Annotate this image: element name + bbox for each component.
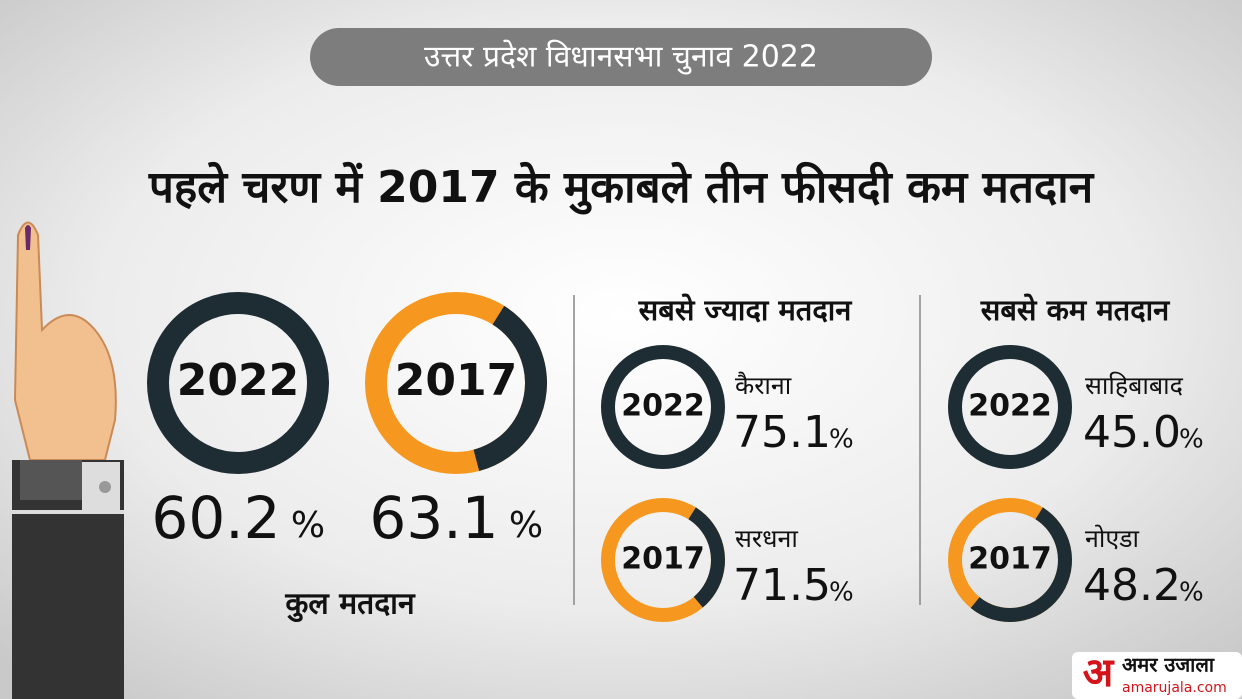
logo-mark: अ xyxy=(1083,650,1115,696)
section-title: सबसे कम मतदान xyxy=(980,293,1170,327)
badge-box xyxy=(310,28,932,86)
place: नोएडा xyxy=(1085,524,1140,553)
ring-arc xyxy=(601,498,725,622)
place: साहिबाबाद xyxy=(1085,371,1184,400)
value: 60.2 xyxy=(151,484,280,552)
unit: % xyxy=(829,425,854,455)
year: 2022 xyxy=(177,355,299,406)
unit: % xyxy=(1179,425,1204,455)
finger-illustration xyxy=(12,221,124,699)
total-label: कुल मतदान xyxy=(284,587,416,623)
title: पहले चरण में 2017 के मुकाबले तीन फीसदी क… xyxy=(148,161,1095,215)
ring xyxy=(601,345,725,469)
unit: % xyxy=(1179,578,1204,608)
ring xyxy=(948,345,1072,469)
unit: % xyxy=(291,505,325,546)
ring-arc xyxy=(365,292,547,474)
badge: उत्तर प्रदेश विधानसभा चुनाव 2022 xyxy=(424,40,818,76)
year: 2017 xyxy=(621,542,705,577)
unit: % xyxy=(829,578,854,608)
value: 75.1 xyxy=(733,407,831,458)
logo-name: अमर उजाला xyxy=(1122,653,1215,677)
value: 63.1 xyxy=(369,484,498,552)
place: कैराना xyxy=(735,371,792,400)
ring xyxy=(147,292,329,474)
year: 2022 xyxy=(621,389,705,424)
value: 45.0 xyxy=(1083,407,1181,458)
value: 71.5 xyxy=(733,560,831,611)
logo-box xyxy=(1072,652,1242,699)
year: 2022 xyxy=(968,389,1052,424)
place: सरधना xyxy=(735,524,798,553)
year: 2017 xyxy=(395,355,517,406)
unit: % xyxy=(509,505,543,546)
logo-url: amarujala.com xyxy=(1122,680,1227,696)
value: 48.2 xyxy=(1083,560,1181,611)
year: 2017 xyxy=(968,542,1052,577)
section-title: सबसे ज्यादा मतदान xyxy=(638,293,853,327)
